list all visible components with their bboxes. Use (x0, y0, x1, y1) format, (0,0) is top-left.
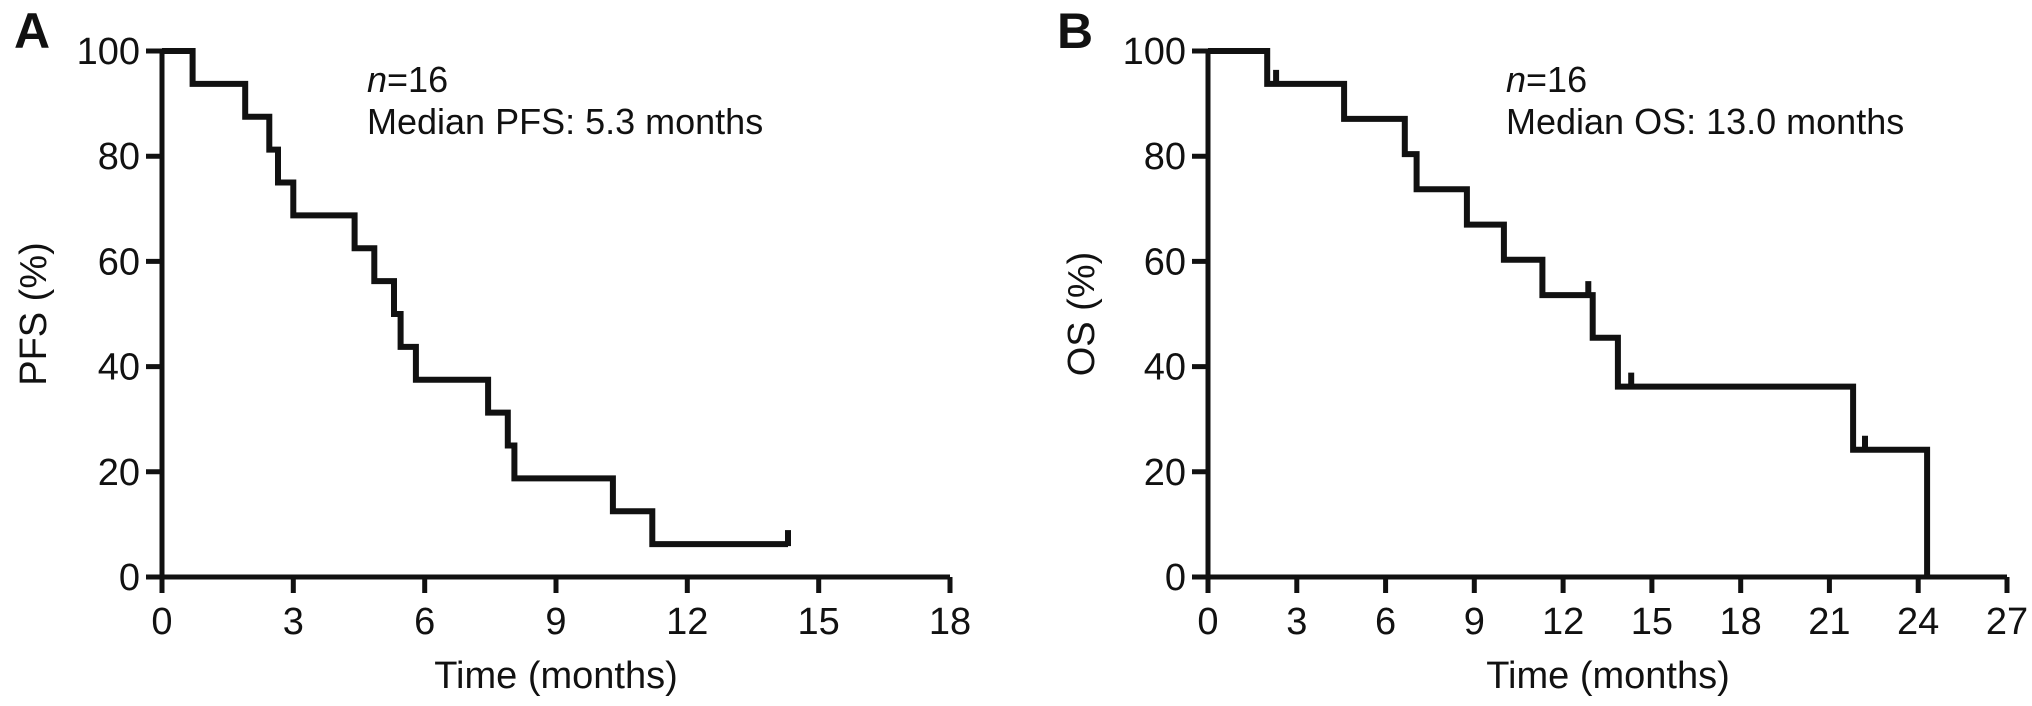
x-tick-labels: 0 3 6 9 12 15 18 (151, 601, 971, 643)
x-tick-label: 0 (1197, 601, 1218, 643)
annotation-n-italic: n (367, 59, 387, 100)
x-tick-label: 0 (151, 601, 172, 643)
km-curve (1208, 48, 1931, 577)
y-tick-labels: 0 20 40 60 80 100 (77, 31, 140, 599)
annotation-n-italic: n (1506, 59, 1526, 100)
x-tick-label: 9 (545, 601, 566, 643)
y-tick-label: 60 (98, 241, 140, 283)
panel-A: 0 3 6 9 12 15 18 0 20 40 60 80 100 A PFS (%) Time (… (13, 3, 971, 697)
x-tick-label: 3 (1286, 601, 1307, 643)
x-tick-label: 12 (1542, 601, 1584, 643)
panel-letter: A (14, 3, 50, 59)
x-tick-label: 9 (1464, 601, 1485, 643)
censor-marks (1273, 69, 1868, 452)
x-axis-title: Time (months) (1486, 655, 1730, 697)
y-axis-title: PFS (%) (13, 242, 55, 386)
km-curve (162, 48, 788, 548)
x-tick-label: 18 (1720, 601, 1762, 643)
y-tick-label: 0 (119, 557, 140, 599)
x-tick-labels: 0 3 6 9 12 15 18 21 24 27 (1197, 601, 2028, 643)
x-tick-label: 3 (283, 601, 304, 643)
x-tick-label: 6 (414, 601, 435, 643)
x-tick-label: 15 (798, 601, 840, 643)
x-tick-label: 18 (929, 601, 971, 643)
panel-B: 0 3 6 9 12 15 18 21 24 27 0 20 40 60 80 100 B OS (%) T… (1057, 3, 2028, 697)
x-tick-label: 21 (1808, 601, 1850, 643)
y-tick-label: 80 (1144, 136, 1186, 178)
y-tick-label: 20 (98, 452, 140, 494)
panel-letter: B (1057, 3, 1093, 59)
y-tick-label: 20 (1144, 452, 1186, 494)
x-tick-label: 24 (1897, 601, 1939, 643)
annotation-n: n=16 (1506, 59, 1587, 100)
y-tick-label: 100 (1123, 31, 1186, 73)
y-tick-label: 40 (1144, 347, 1186, 389)
tick-marks (1192, 48, 2010, 593)
x-axis-title: Time (months) (434, 655, 678, 697)
annotation-median: Median PFS: 5.3 months (367, 101, 763, 142)
tick-marks (146, 48, 953, 593)
y-tick-label: 60 (1144, 241, 1186, 283)
x-tick-label: 6 (1375, 601, 1396, 643)
x-tick-label: 27 (1986, 601, 2028, 643)
annotation-median: Median OS: 13.0 months (1506, 101, 1904, 142)
annotation-n-rest: =16 (387, 59, 448, 100)
y-tick-label: 80 (98, 136, 140, 178)
y-tick-labels: 0 20 40 60 80 100 (1123, 31, 1186, 599)
y-tick-label: 40 (98, 347, 140, 389)
y-tick-label: 100 (77, 31, 140, 73)
y-axis-title: OS (%) (1061, 252, 1103, 377)
annotation-n: n=16 (367, 59, 448, 100)
y-tick-label: 0 (1165, 557, 1186, 599)
x-tick-label: 12 (666, 601, 708, 643)
x-tick-label: 15 (1631, 601, 1673, 643)
annotation-n-rest: =16 (1526, 59, 1587, 100)
